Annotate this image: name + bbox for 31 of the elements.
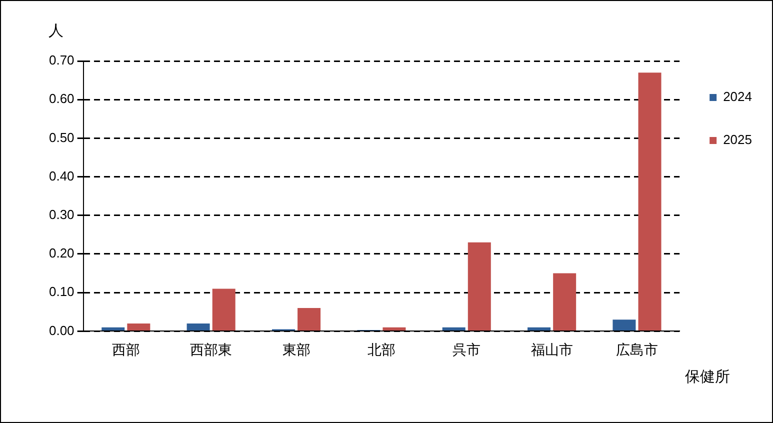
- x-tick-label: 西部: [112, 341, 140, 358]
- bar: [127, 323, 150, 330]
- bar: [102, 327, 125, 330]
- legend-label: 2024: [723, 89, 752, 104]
- x-tick-label: 西部東: [190, 341, 232, 358]
- bar: [382, 327, 406, 330]
- x-tick-label: 広島市: [616, 341, 658, 358]
- bar: [442, 327, 466, 330]
- y-tick-label: 0.10: [48, 284, 74, 300]
- bar: [553, 273, 576, 330]
- y-tick-label: 0.20: [48, 246, 74, 261]
- bar: [186, 323, 210, 330]
- bar: [612, 320, 636, 330]
- x-tick-label: 呉市: [452, 341, 481, 358]
- y-tick-label: 0.60: [48, 91, 74, 106]
- legend-label: 2025: [723, 132, 752, 148]
- bar: [298, 308, 321, 330]
- y-tick-label: 0.00: [48, 322, 74, 338]
- y-tick-label: 0.30: [48, 206, 74, 222]
- x-tick-label: 北部: [367, 341, 396, 358]
- y-tick-label: 0.70: [48, 52, 74, 68]
- x-axis-title: 保健所: [685, 368, 730, 386]
- bar: [468, 242, 491, 330]
- y-axis-title: 人: [48, 22, 64, 40]
- x-tick-label: 福山市: [530, 341, 573, 358]
- bar: [638, 72, 662, 330]
- y-tick-label: 0.40: [48, 168, 74, 184]
- y-tick-label: 0.50: [48, 130, 74, 145]
- bar: [528, 327, 551, 330]
- bar: [212, 288, 236, 330]
- x-tick-label: 東部: [282, 341, 310, 358]
